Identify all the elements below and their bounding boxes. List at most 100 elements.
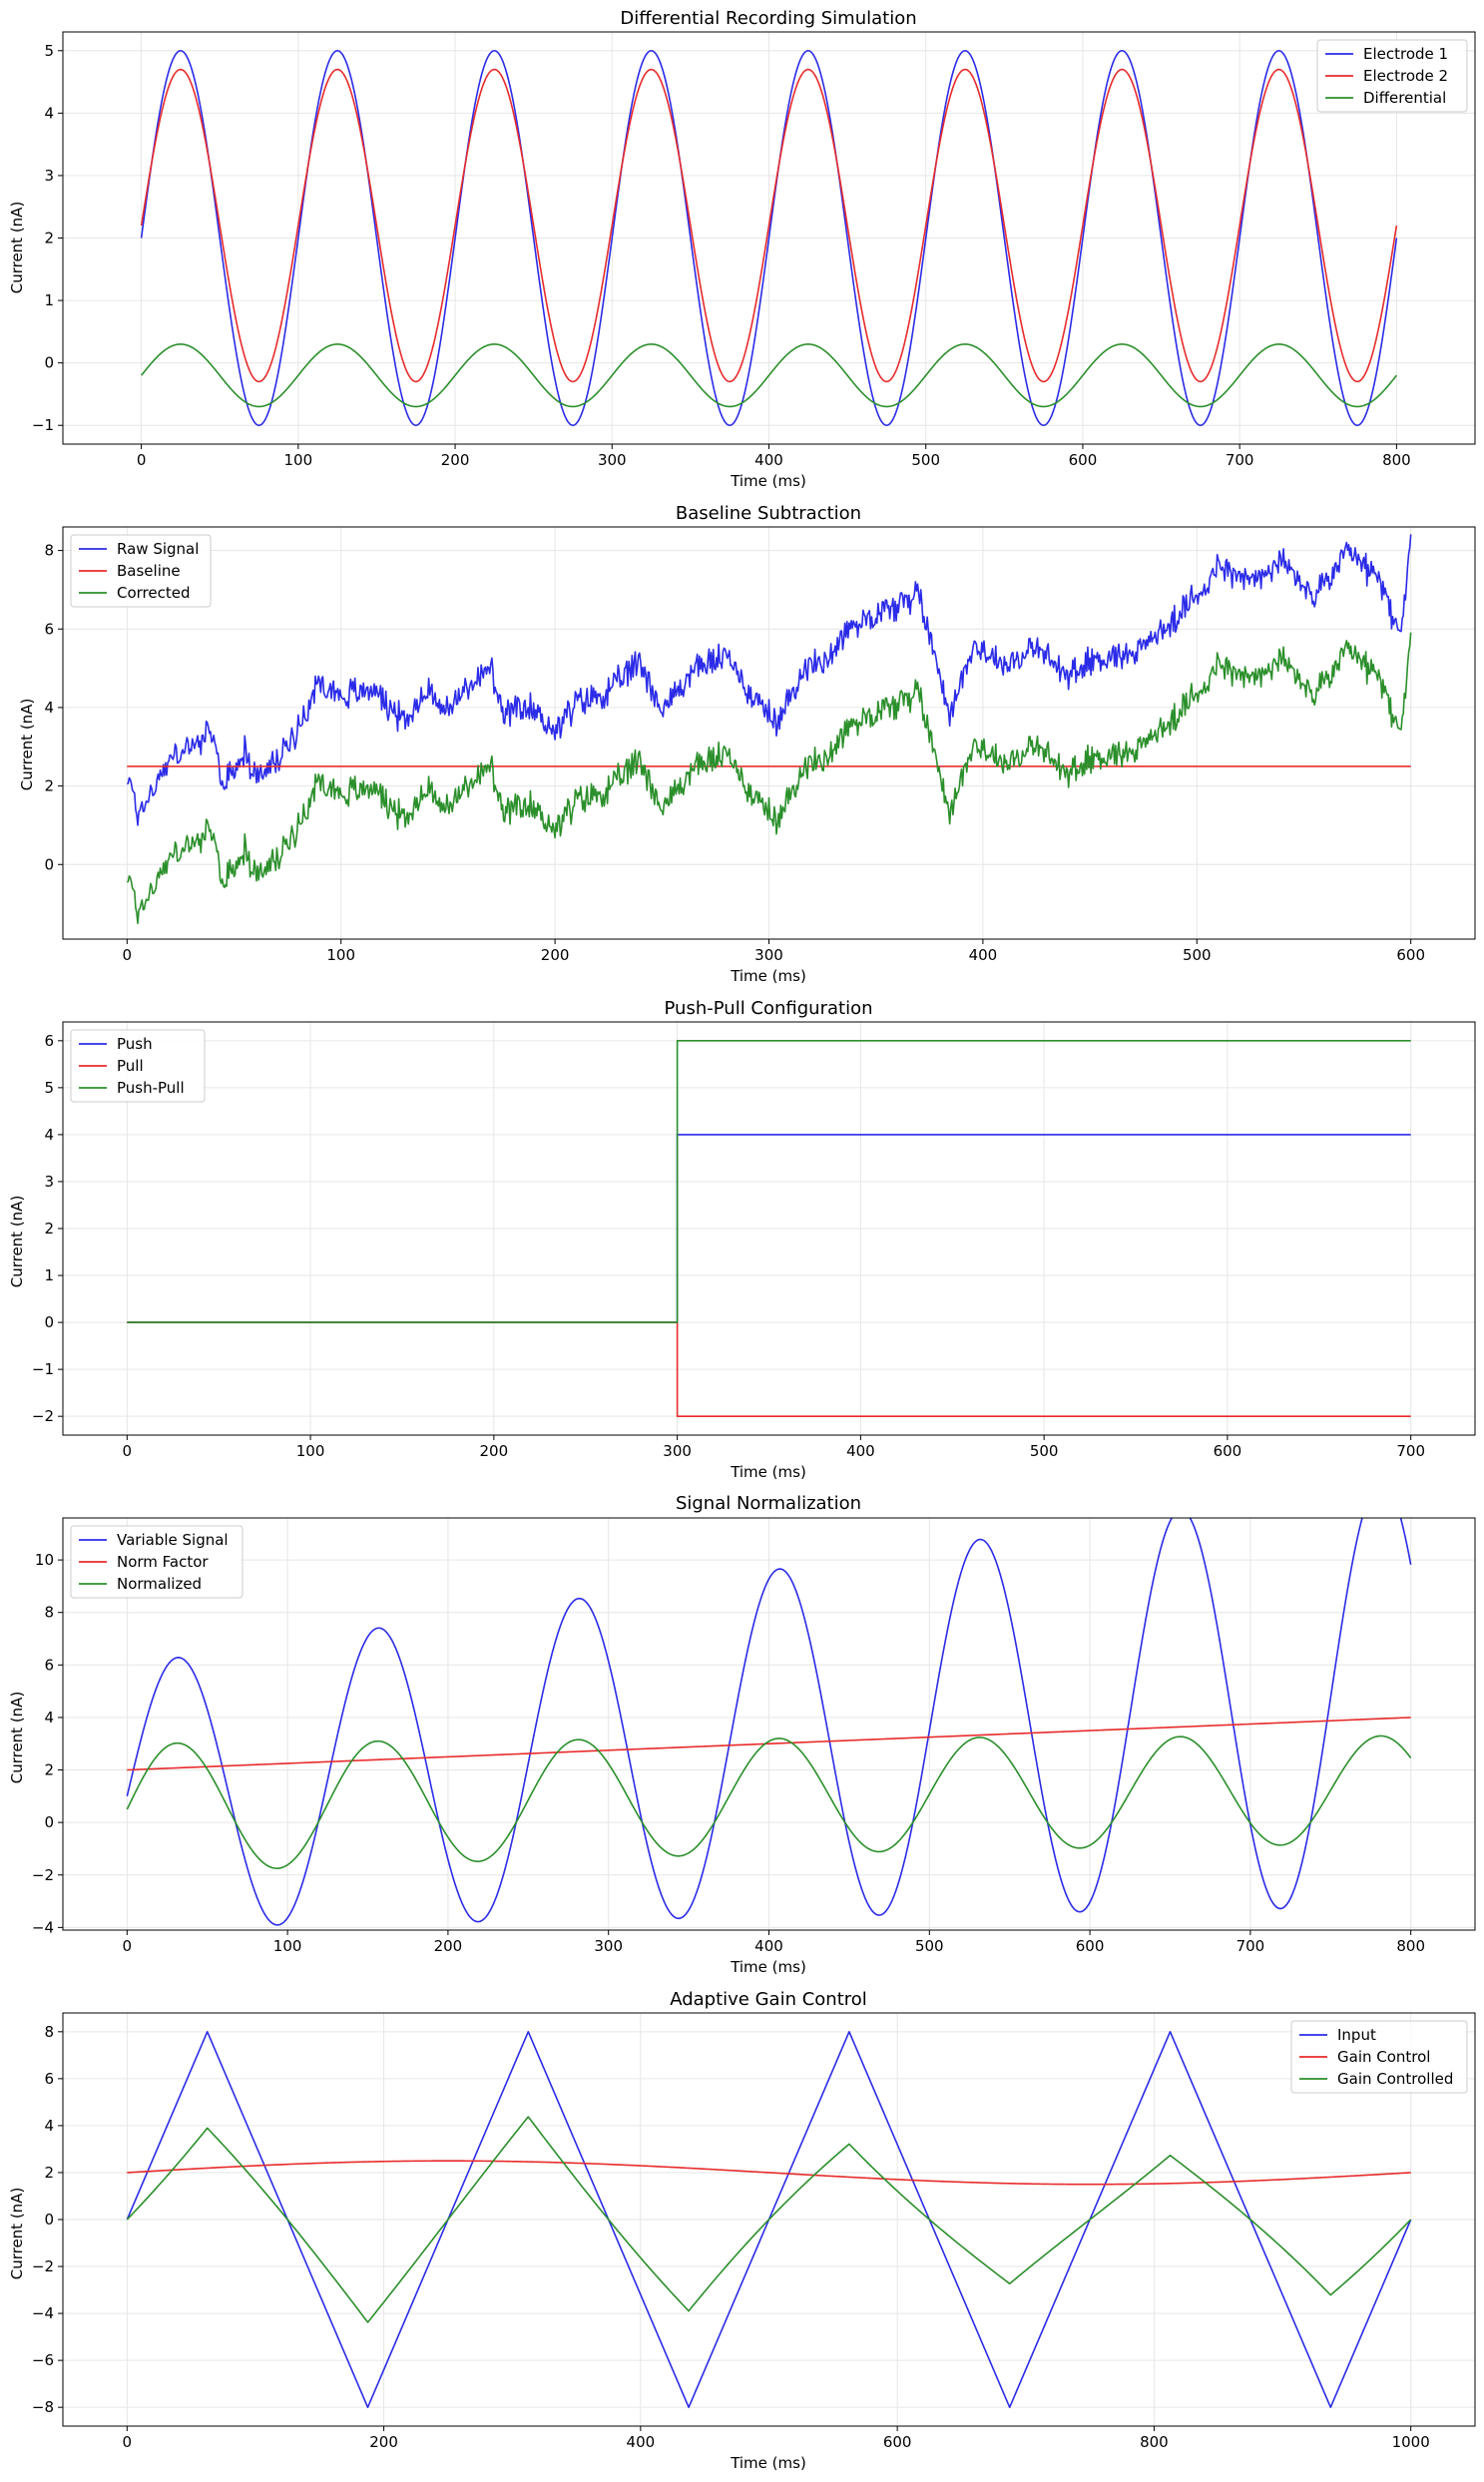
- legend-box: [70, 1029, 206, 1103]
- legend-label: Variable Signal: [117, 1531, 229, 1549]
- ticks: 0 100 200 300 400 500 600 700 800 −4 −2 0 2 4 6 8 10: [32, 1551, 1425, 1955]
- series-line-gain-controlled: [126, 2116, 1412, 2323]
- series-line-norm-factor: [127, 1717, 1411, 1771]
- x-tick-label: 100: [284, 451, 313, 469]
- legend-label: Pull: [117, 1057, 144, 1075]
- plot-area: [126, 1518, 1412, 1926]
- chart-title: Push-Pull Configuration: [665, 998, 873, 1019]
- x-tick-label: 0: [123, 2433, 133, 2451]
- y-axis-label: Current (nA): [8, 1692, 26, 1784]
- x-tick-label: 200: [434, 1937, 463, 1955]
- y-axis-label: Current (nA): [8, 1196, 26, 1288]
- x-tick-label: 300: [663, 1442, 692, 1460]
- x-tick-label: 800: [1382, 451, 1411, 469]
- series-line-variable-signal: [126, 1518, 1412, 1926]
- y-tick-label: −2: [32, 2257, 54, 2275]
- y-tick-label: 10: [35, 1551, 54, 1569]
- y-tick-label: −2: [32, 1866, 54, 1884]
- x-tick-label: 100: [326, 946, 355, 964]
- chart-4: Signal Normalization Time (ms) Current (…: [8, 1493, 1476, 1976]
- x-axis-label: Time (ms): [730, 1463, 806, 1481]
- legend-box: [1316, 39, 1468, 113]
- x-tick-label: 500: [1183, 946, 1212, 964]
- plot-area: [126, 2031, 1412, 2408]
- y-axis-label: Current (nA): [8, 202, 26, 294]
- ticks: 0 100 200 300 400 500 600 700 −2 −1 0 1 2 3 4 5 6: [32, 1032, 1425, 1460]
- series-line-raw-signal: [126, 534, 1412, 826]
- x-tick-label: 200: [369, 2433, 398, 2451]
- chart-title: Adaptive Gain Control: [670, 1989, 867, 2010]
- x-tick-label: 200: [541, 946, 570, 964]
- legend: Variable Signal Norm Factor Normalized: [70, 1525, 244, 1599]
- y-tick-label: −4: [32, 1918, 54, 1936]
- legend: Push Pull Push-Pull: [70, 1029, 206, 1103]
- y-tick-label: 0: [44, 1313, 54, 1331]
- legend-box: [1290, 2020, 1468, 2094]
- x-tick-label: 600: [1396, 946, 1425, 964]
- y-tick-label: −4: [32, 2304, 54, 2322]
- y-tick-label: 3: [44, 1173, 54, 1191]
- x-tick-label: 700: [1226, 451, 1254, 469]
- legend-label: Push-Pull: [117, 1079, 185, 1097]
- y-tick-label: 5: [44, 1079, 54, 1097]
- y-tick-label: 2: [44, 1761, 54, 1779]
- series-line-normalized: [126, 1735, 1412, 1869]
- y-tick-label: 4: [44, 1126, 54, 1144]
- y-tick-label: 4: [44, 1709, 54, 1727]
- x-tick-label: 400: [627, 2433, 656, 2451]
- ticks: 0 100 200 300 400 500 600 700 800 −1 0 1 2 3 4 5: [32, 42, 1411, 469]
- y-tick-label: 4: [44, 104, 54, 122]
- x-axis-label: Time (ms): [730, 967, 806, 985]
- y-tick-label: −6: [32, 2351, 54, 2369]
- y-tick-label: 0: [44, 354, 54, 372]
- chart-title: Baseline Subtraction: [676, 503, 861, 524]
- legend-label: Electrode 2: [1363, 67, 1448, 85]
- legend-label: Corrected: [117, 584, 191, 602]
- x-tick-label: 500: [1030, 1442, 1059, 1460]
- legend-label: Raw Signal: [117, 540, 199, 558]
- chart-3: Push-Pull Configuration Time (ms) Curren…: [8, 998, 1476, 1481]
- y-tick-label: 4: [44, 699, 54, 717]
- y-tick-label: 5: [44, 42, 54, 60]
- series-line-gain-control: [127, 2160, 1411, 2186]
- y-tick-label: 8: [44, 1604, 54, 1622]
- legend-label: Electrode 1: [1363, 45, 1448, 63]
- plot-area: [140, 49, 1398, 427]
- chart-title: Signal Normalization: [676, 1493, 861, 1514]
- y-tick-label: 1: [44, 1266, 54, 1284]
- y-tick-label: 4: [44, 2117, 54, 2135]
- x-tick-label: 600: [1076, 1937, 1105, 1955]
- plot-area: [127, 1040, 1411, 1417]
- series-line-corrected: [126, 632, 1412, 925]
- y-tick-label: 3: [44, 167, 54, 185]
- series-line-electrode-2: [140, 68, 1398, 383]
- y-tick-label: 2: [44, 230, 54, 248]
- legend-box: [70, 1525, 244, 1599]
- chart-title: Differential Recording Simulation: [620, 8, 916, 29]
- y-tick-label: −8: [32, 2398, 54, 2416]
- legend-label: Differential: [1363, 89, 1446, 107]
- x-tick-label: 400: [754, 451, 783, 469]
- y-tick-label: 8: [44, 2023, 54, 2041]
- y-tick-label: 0: [44, 1813, 54, 1831]
- x-tick-label: 500: [911, 451, 940, 469]
- legend-label: Gain Controlled: [1337, 2070, 1453, 2088]
- y-tick-label: −1: [32, 1360, 54, 1378]
- x-axis-label: Time (ms): [730, 472, 806, 490]
- y-tick-label: 2: [44, 777, 54, 795]
- x-tick-label: 400: [754, 1937, 783, 1955]
- chart-2: Baseline Subtraction Time (ms) Current (…: [18, 503, 1476, 985]
- x-tick-label: 400: [846, 1442, 875, 1460]
- y-tick-label: 8: [44, 542, 54, 560]
- y-axis-label: Current (nA): [8, 2188, 26, 2280]
- x-tick-label: 200: [441, 451, 470, 469]
- y-tick-label: 2: [44, 1220, 54, 1238]
- legend: Input Gain Control Gain Controlled: [1290, 2020, 1468, 2094]
- x-tick-label: 700: [1237, 1937, 1265, 1955]
- x-tick-label: 600: [1069, 451, 1098, 469]
- legend-label: Normalized: [117, 1575, 202, 1593]
- y-tick-label: −1: [32, 416, 54, 434]
- grid: [63, 2013, 1475, 2426]
- legend-label: Input: [1337, 2026, 1376, 2044]
- x-tick-label: 1000: [1392, 2433, 1430, 2451]
